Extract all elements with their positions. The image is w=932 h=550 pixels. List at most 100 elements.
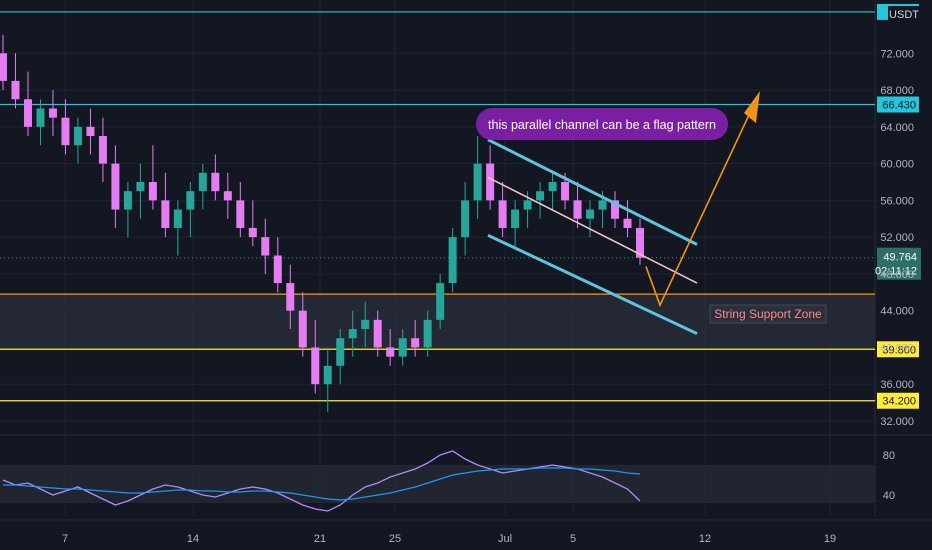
price-tick-label: 64.000 [880,122,914,134]
candle-body [386,347,395,357]
level-price-tag [877,341,919,358]
date-tick-label: 21 [314,533,326,545]
rsi-ma-line [3,467,641,501]
candle-body [498,200,507,228]
candle-body [86,126,95,137]
date-tick-label: 5 [570,533,576,545]
callout-bubble[interactable] [476,108,728,140]
candle-body [198,172,207,192]
channel-upper-line[interactable] [487,138,698,246]
candle-body [148,181,157,201]
price-tick-label: 72.000 [880,48,914,60]
price-tick-label: 44.000 [880,306,914,318]
level-price-tag [877,392,919,409]
candle-body [448,237,457,284]
candle-body [411,338,420,348]
current-price-label: 49.764 [883,252,917,264]
candlestick-series [0,34,644,412]
candle-body [236,200,245,228]
projection-arrowhead [744,90,760,124]
price-tick-label: 60.000 [880,159,914,171]
price-tick-label: 36.000 [880,379,914,391]
candle-body [573,200,582,219]
candle-body [373,319,382,348]
candle-body [536,191,545,201]
level-price-label: 34.200 [882,396,916,408]
candle-body [436,283,445,320]
candle-body [548,181,557,192]
candle-body [248,227,257,238]
candle-body [36,108,45,127]
candle-body [323,365,332,385]
candle-body [261,237,270,256]
price-tick-label: 56.000 [880,195,914,207]
candle-body [11,80,20,100]
candle-body [211,172,220,192]
candle-body [0,53,7,81]
candle-body [486,163,495,201]
date-tick-label: Jul [498,533,512,545]
date-tick-label: 12 [699,533,711,545]
date-tick-label: 7 [62,533,68,545]
candle-body [136,181,145,192]
price-tick-label: 32.000 [880,416,914,428]
candle-body [636,227,644,258]
price-tick-label: 68.000 [880,85,914,97]
candle-body [511,209,520,228]
price-tick-label: 40.000 [880,342,914,354]
rsi-tick-label: 40 [883,490,895,502]
candle-body [111,163,120,210]
rsi-tick-label: 80 [883,450,895,462]
projection-arrow-path[interactable] [645,108,753,308]
price-tick-label: 52.000 [880,232,914,244]
date-tick-label: 25 [389,533,401,545]
candle-body [523,200,532,210]
zone-label-box[interactable] [709,304,827,324]
date-tick-label: 19 [824,533,836,545]
level-price-tag [877,96,919,113]
currency-tag [888,6,928,22]
trend-drawings[interactable] [487,90,760,336]
candle-body [173,209,182,228]
channel-midline[interactable] [487,176,698,284]
candle-body [73,126,82,146]
callout-text: this parallel channel can be a flag patt… [488,118,716,132]
candle-body [398,338,407,357]
currency-label: USDT [889,9,919,21]
level-price-label: 39.800 [882,344,916,356]
price-tick-label: 48.000 [880,269,914,281]
candle-body [23,99,32,127]
candle-body [461,200,470,238]
candle-body [561,181,570,201]
candle-body [61,117,70,146]
current-price-tag[interactable] [877,247,921,280]
rsi-panel [0,450,875,512]
candle-body [48,108,57,118]
zone-label-text: String Support Zone [714,307,822,321]
level-price-label: 66.430 [882,100,916,112]
candle-body [123,191,132,210]
price-axis[interactable]: 72.000 68.000 64.000 60.000 56.000 52.000 48.0… [880,48,914,502]
candle-body [348,329,357,339]
candle-body [623,218,632,228]
candle-body [161,200,170,228]
date-tick-label: 14 [187,533,199,545]
candle-body [98,136,107,164]
candle-body [298,310,307,348]
candle-body [336,338,345,366]
rsi-band [0,465,875,503]
candle-body [586,209,595,219]
channel-lower-line[interactable] [487,233,698,336]
candle-body [186,191,195,210]
candle-body [286,283,295,311]
candle-body [361,319,370,330]
candle-body [611,200,620,219]
candle-body [598,200,607,210]
candle-body [223,191,232,201]
candle-body [473,163,482,201]
candle-body [273,255,282,284]
axis-labels: 7 14 21 25 Jul 5 12 19 [62,533,836,545]
candle-body [311,347,320,385]
